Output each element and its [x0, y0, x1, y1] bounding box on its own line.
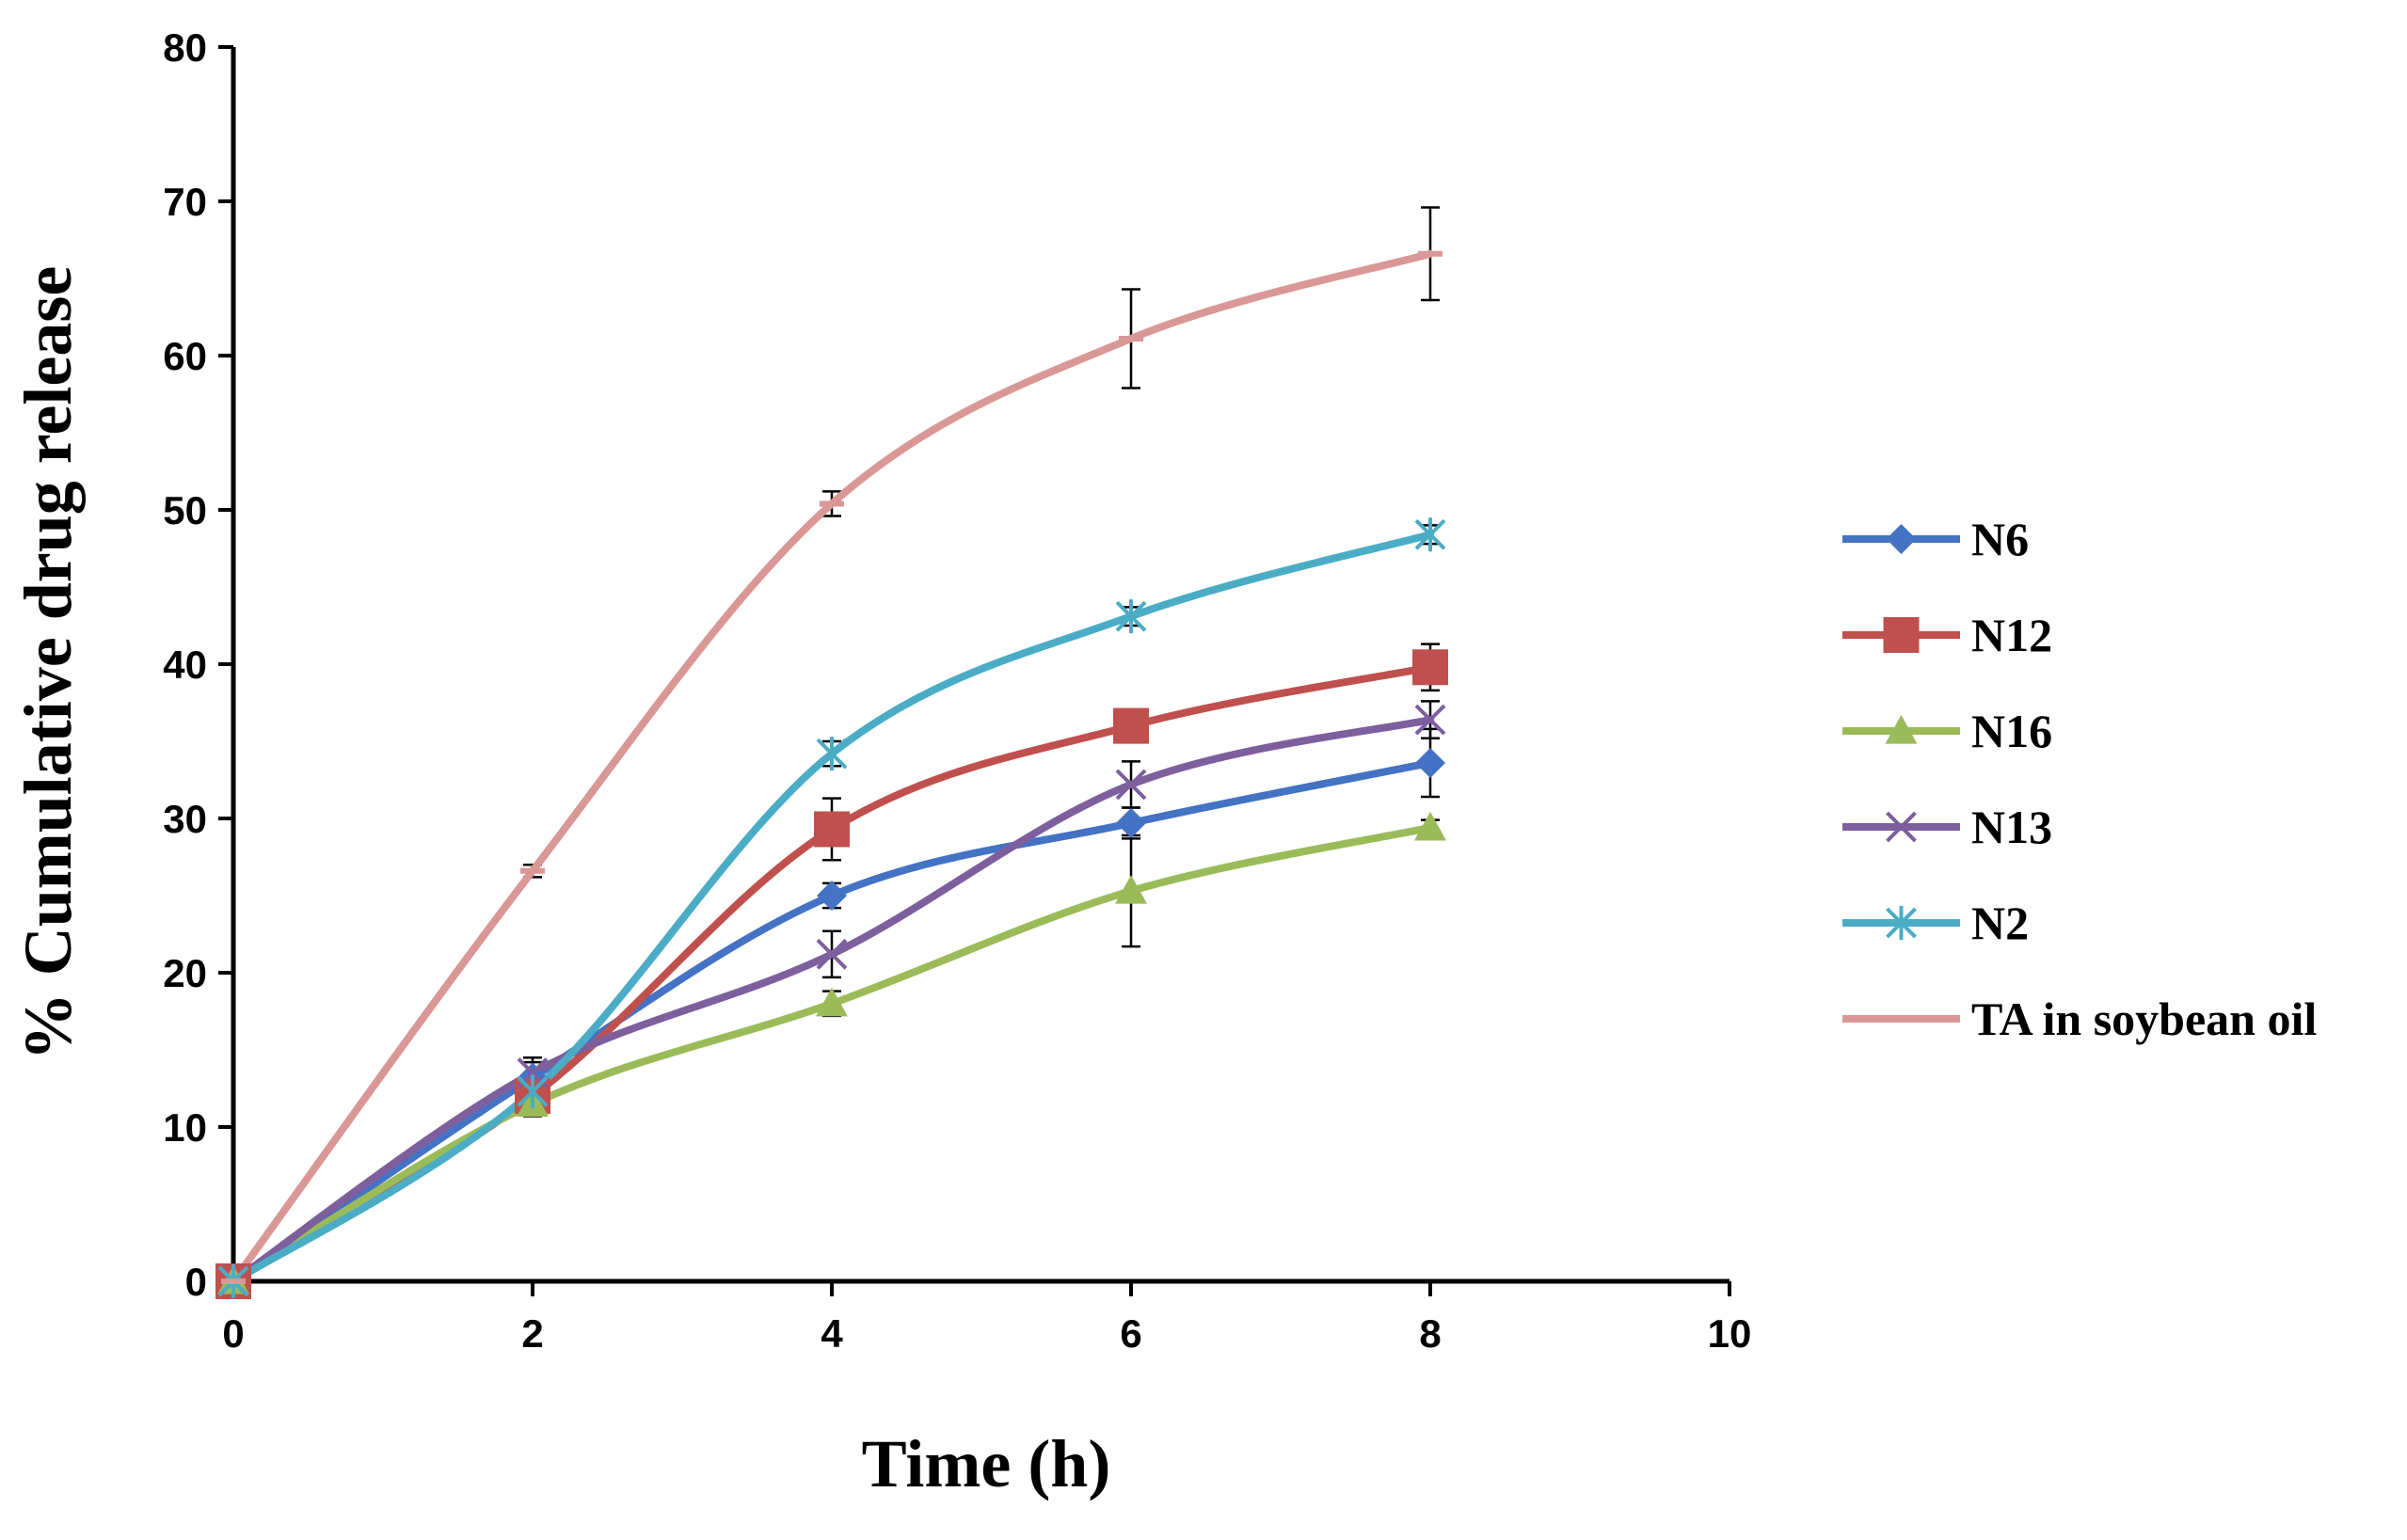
x-tick-label: 2: [521, 1311, 543, 1356]
series-line-n2: [230, 531, 1434, 1285]
legend-marker: [1886, 811, 1917, 843]
x-tick-label: 6: [1120, 1311, 1141, 1356]
data-point: [1116, 807, 1146, 838]
series-markers: [215, 250, 1448, 1299]
x-tick-label: 4: [821, 1311, 843, 1356]
data-point: [817, 881, 847, 911]
legend-label: N16: [1971, 705, 2052, 757]
series-line-ta-in-soybean-oil: [230, 249, 1434, 1285]
data-point: [1414, 704, 1446, 736]
data-point: [814, 811, 850, 848]
data-point: [1415, 747, 1445, 778]
data-point: [1412, 649, 1448, 686]
data-point: [1115, 599, 1147, 634]
data-point: [1115, 769, 1147, 801]
legend-marker: [1883, 617, 1920, 653]
legend-marker: [1886, 524, 1917, 554]
data-point: [1115, 875, 1147, 904]
data-point: [816, 938, 848, 970]
legend-marker: [1886, 906, 1917, 940]
x-tick-label: 10: [1708, 1311, 1752, 1356]
x-axis-title: Time (h): [862, 1426, 1111, 1501]
data-point: [816, 737, 848, 771]
y-tick-label: 10: [163, 1105, 207, 1150]
legend-marker: [1885, 715, 1918, 744]
data-point: [517, 1074, 549, 1109]
axes: 0 10 20 30 40 50 60 70 80 0 2 4 6 8 10: [163, 25, 1751, 1356]
y-tick-label: 30: [163, 797, 207, 841]
x-tick-label: 0: [222, 1311, 244, 1356]
legend-label: N12: [1971, 609, 2052, 661]
legend-label: N13: [1971, 801, 2052, 853]
legend-label: N6: [1971, 513, 2029, 565]
y-tick-label: 70: [163, 180, 207, 224]
y-tick-label: 40: [163, 643, 207, 687]
x-tick-label: 8: [1419, 1311, 1441, 1356]
y-axis-title: % Cumulative drug release: [10, 266, 86, 1061]
y-tick-label: 20: [163, 951, 207, 995]
y-tick-label: 80: [163, 25, 207, 70]
data-point: [1414, 811, 1446, 841]
data-point: [1113, 707, 1149, 744]
legend: N6 N12 N16 N13 N2 TA in soybean oil: [1842, 513, 2317, 1045]
y-tick-label: 0: [185, 1260, 207, 1304]
legend-label: TA in soybean oil: [1971, 992, 2317, 1045]
legend-label: N2: [1971, 897, 2029, 949]
y-tick-label: 60: [163, 334, 207, 378]
data-point: [1414, 517, 1446, 552]
data-point: [816, 987, 848, 1017]
y-tick-label: 50: [163, 488, 207, 532]
